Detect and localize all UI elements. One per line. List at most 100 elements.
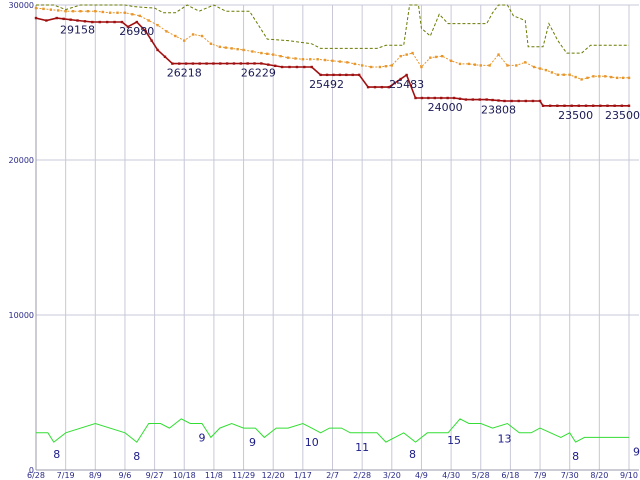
x-tick-label: 2/28 (353, 471, 371, 480)
series-marker-average (323, 58, 327, 62)
series-marker-price (98, 20, 101, 24)
series-marker-average (64, 10, 67, 13)
series-marker-price (338, 73, 342, 77)
series-marker-average (604, 75, 607, 78)
series-marker-average (610, 75, 613, 79)
series-marker-price (288, 65, 291, 69)
series-marker-average (108, 11, 112, 14)
series-marker-average (183, 39, 186, 42)
series-marker-average (441, 54, 444, 58)
series-marker-price (156, 48, 159, 52)
series-marker-average (71, 10, 75, 13)
series-marker-price (225, 62, 229, 65)
series-marker-average (224, 46, 227, 49)
series-marker-average (556, 73, 560, 76)
series-marker-price (599, 104, 602, 107)
series-marker-price (524, 99, 528, 103)
data-label-count: 13 (497, 432, 511, 445)
series-marker-price (260, 62, 263, 65)
x-tick-label: 6/18 (501, 471, 519, 480)
x-tick-label: 3/20 (383, 471, 401, 480)
series-marker-price (458, 97, 462, 100)
series-line-count (36, 418, 629, 443)
series-marker-average (429, 56, 432, 59)
series-marker-average (479, 64, 482, 67)
series-marker-average (242, 48, 245, 52)
series-marker-average (294, 57, 297, 60)
data-label-count: 11 (355, 441, 369, 454)
series-marker-average (488, 64, 491, 67)
data-labels: 29158 26980 26218 26229 25492 25483 24000 23808… (53, 24, 640, 464)
series-marker-average (405, 53, 408, 56)
series-marker-price (570, 104, 573, 107)
series-marker-price (414, 96, 417, 100)
series-marker-price (191, 62, 195, 65)
series-marker-price (332, 73, 335, 77)
series-marker-price (399, 77, 402, 81)
series-marker-average (116, 11, 119, 14)
series-marker-average (538, 67, 542, 70)
series-marker-price (510, 99, 513, 103)
series-marker-average (191, 33, 195, 36)
series-marker-average (360, 64, 364, 67)
grid (35, 4, 639, 471)
series-marker-price (325, 73, 329, 77)
y-tick-labels: 30000 20000 10000 0 (9, 1, 34, 475)
series-marker-average (42, 7, 45, 11)
series-marker-average (411, 51, 414, 55)
series-marker-average (200, 34, 204, 38)
x-tick-label: 9/27 (146, 471, 164, 480)
series-marker-price (280, 65, 284, 69)
series-marker-price (541, 104, 545, 107)
data-label-count: 8 (53, 448, 60, 461)
series-marker-price (433, 96, 436, 100)
series-marker-price (76, 19, 79, 22)
series-marker-price (427, 96, 430, 100)
series-marker-average (218, 45, 222, 49)
x-tick-label: 2/7 (326, 471, 339, 480)
series-marker-average (615, 76, 619, 80)
series-marker-price (135, 20, 139, 24)
x-tick-label: 12/20 (262, 471, 285, 480)
series-marker-price (144, 30, 147, 33)
series-marker-price (366, 85, 370, 89)
series-marker-price (232, 62, 236, 65)
series-marker-price (91, 20, 94, 24)
data-label-count: 8 (133, 450, 140, 463)
series-marker-price (471, 98, 475, 101)
series-marker-price (198, 62, 201, 65)
series-marker-price (446, 96, 449, 100)
series-marker-average (49, 8, 53, 11)
x-tick-label: 10/18 (173, 471, 196, 480)
series-marker-average (627, 76, 631, 80)
series-marker-price (239, 62, 243, 65)
data-label-price: 25483 (389, 78, 424, 91)
x-tick-label: 1/17 (294, 471, 312, 480)
x-tick-label: 5/28 (472, 471, 490, 480)
series-marker-average (458, 62, 462, 66)
series-marker-price (126, 25, 130, 28)
series-marker-average (506, 64, 509, 67)
series-marker-price (310, 65, 313, 69)
series-marker-price (212, 62, 215, 65)
series-marker-average (562, 73, 565, 76)
series-marker-price (62, 17, 65, 21)
series-marker-price (620, 104, 624, 107)
series-marker-price (113, 20, 116, 24)
series-marker-average (574, 75, 577, 79)
series-marker-price (405, 73, 408, 77)
series-marker-average (260, 51, 263, 55)
series-marker-average (338, 60, 342, 63)
series-marker-price (120, 20, 124, 24)
series-marker-price (105, 20, 109, 24)
x-tick-label: 11/8 (205, 471, 223, 480)
series-marker-average (301, 58, 305, 61)
series-marker-price (591, 104, 595, 107)
series-marker-average (309, 58, 312, 61)
series-marker-price (503, 99, 506, 103)
series-marker-price (627, 104, 631, 107)
series-marker-price (150, 39, 153, 42)
x-tick-labels: 6/28 7/19 8/9 9/6 9/27 10/18 11/8 11/29 12/20 1/1… (27, 471, 638, 480)
series-marker-average (399, 54, 402, 58)
